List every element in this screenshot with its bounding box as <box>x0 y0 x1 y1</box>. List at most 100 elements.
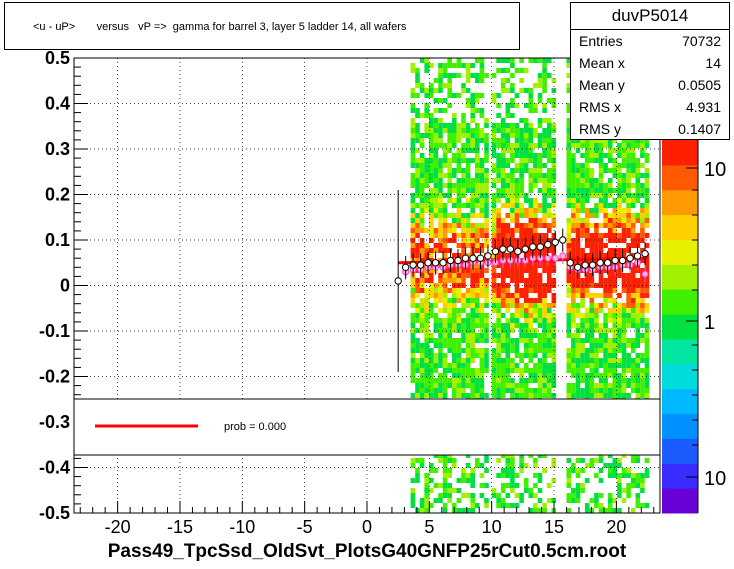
heatmap-cell <box>635 213 641 218</box>
heatmap-cell <box>546 213 552 218</box>
heatmap-cell <box>433 133 439 138</box>
heatmap-cell <box>514 363 520 368</box>
heatmap-cell <box>542 138 547 143</box>
heatmap-cell <box>410 178 416 183</box>
heatmap-cell <box>491 353 497 358</box>
heatmap-cell <box>470 288 475 293</box>
heatmap-cell <box>475 293 480 298</box>
heatmap-cell <box>542 58 547 63</box>
heatmap-cell <box>566 303 572 308</box>
heatmap-cell <box>419 358 425 363</box>
heatmap-cell <box>571 288 576 293</box>
heatmap-cell <box>542 373 547 378</box>
heatmap-cell <box>580 163 585 168</box>
heatmap-cell <box>542 338 547 343</box>
heatmap-cell <box>575 303 581 308</box>
heatmap-cell <box>510 73 515 78</box>
heatmap-cell <box>461 123 466 128</box>
heatmap-cell <box>635 283 641 288</box>
heatmap-cell <box>461 478 466 483</box>
heatmap-cell <box>523 213 529 218</box>
heatmap-cell <box>424 88 429 93</box>
heatmap-cell <box>528 238 534 243</box>
heatmap-cell <box>542 383 547 388</box>
heatmap-cell <box>546 148 552 153</box>
heatmap-cell <box>584 228 590 233</box>
heatmap-cell <box>479 373 485 378</box>
heatmap-cell <box>546 208 552 213</box>
heatmap-cell <box>542 133 547 138</box>
heatmap-cell <box>442 378 448 383</box>
heatmap-cell <box>470 493 475 498</box>
heatmap-cell <box>456 58 462 63</box>
heatmap-cell <box>580 248 585 253</box>
heatmap-cell <box>424 293 429 298</box>
heatmap-cell <box>438 393 443 398</box>
heatmap-cell <box>438 193 443 198</box>
heatmap-cell <box>528 133 534 138</box>
heatmap-cell <box>542 68 547 73</box>
heatmap-cell <box>410 363 416 368</box>
heatmap-cell <box>496 473 501 478</box>
heatmap-cell <box>415 173 420 178</box>
heatmap-cell <box>410 208 416 213</box>
heatmap-cell <box>575 373 581 378</box>
heatmap-cell <box>415 203 420 208</box>
heatmap-cell <box>589 338 595 343</box>
heatmap-cell <box>452 158 457 163</box>
heatmap-cell <box>429 463 434 468</box>
heatmap-cell <box>528 143 534 148</box>
heatmap-cell <box>640 203 645 208</box>
heatmap-cell <box>626 473 631 478</box>
heatmap-cell <box>510 148 515 153</box>
heatmap-cell <box>546 313 552 318</box>
heatmap-cell <box>447 93 452 98</box>
heatmap-cell <box>415 123 420 128</box>
heatmap-cell <box>424 193 429 198</box>
heatmap-cell <box>607 203 613 208</box>
heatmap-cell <box>429 488 434 493</box>
heatmap-cell <box>514 348 520 353</box>
heatmap-cell <box>415 338 420 343</box>
heatmap-cell <box>491 163 497 168</box>
heatmap-cell <box>528 388 534 393</box>
heatmap-cell <box>551 498 557 503</box>
heatmap-cell <box>533 198 538 203</box>
heatmap-cell <box>546 393 552 398</box>
heatmap-cell <box>410 313 416 318</box>
heatmap-cell <box>626 293 631 298</box>
heatmap-cell <box>617 348 622 353</box>
heatmap-cell <box>589 348 595 353</box>
heatmap-cell <box>589 498 595 503</box>
heatmap-cell <box>456 243 462 248</box>
black-profile-point <box>431 259 440 267</box>
heatmap-cell <box>447 378 452 383</box>
heatmap-cell <box>496 358 501 363</box>
heatmap-cell <box>528 298 534 303</box>
heatmap-cell <box>475 178 480 183</box>
heatmap-cell <box>415 158 420 163</box>
heatmap-cell <box>505 378 511 383</box>
heatmap-cell <box>533 288 538 293</box>
heatmap-cell <box>424 298 429 303</box>
x-tick-label: 20 <box>606 517 626 537</box>
heatmap-cell <box>479 363 485 368</box>
heatmap-cell <box>523 313 529 318</box>
heatmap-cell <box>617 253 622 258</box>
heatmap-cell <box>635 278 641 283</box>
heatmap-cell <box>575 493 581 498</box>
heatmap-cell <box>456 178 462 183</box>
heatmap-cell <box>424 198 429 203</box>
heatmap-cell <box>470 293 475 298</box>
heatmap-cell <box>433 183 439 188</box>
heatmap-cell <box>575 208 581 213</box>
heatmap-cell <box>635 378 641 383</box>
heatmap-cell <box>575 248 581 253</box>
heatmap-cell <box>580 338 585 343</box>
heatmap-cell <box>603 328 608 333</box>
heatmap-cell <box>640 318 645 323</box>
heatmap-cell <box>442 333 448 338</box>
heatmap-cell <box>575 288 581 293</box>
heatmap-cell <box>571 293 576 298</box>
heatmap-cell <box>621 158 627 163</box>
